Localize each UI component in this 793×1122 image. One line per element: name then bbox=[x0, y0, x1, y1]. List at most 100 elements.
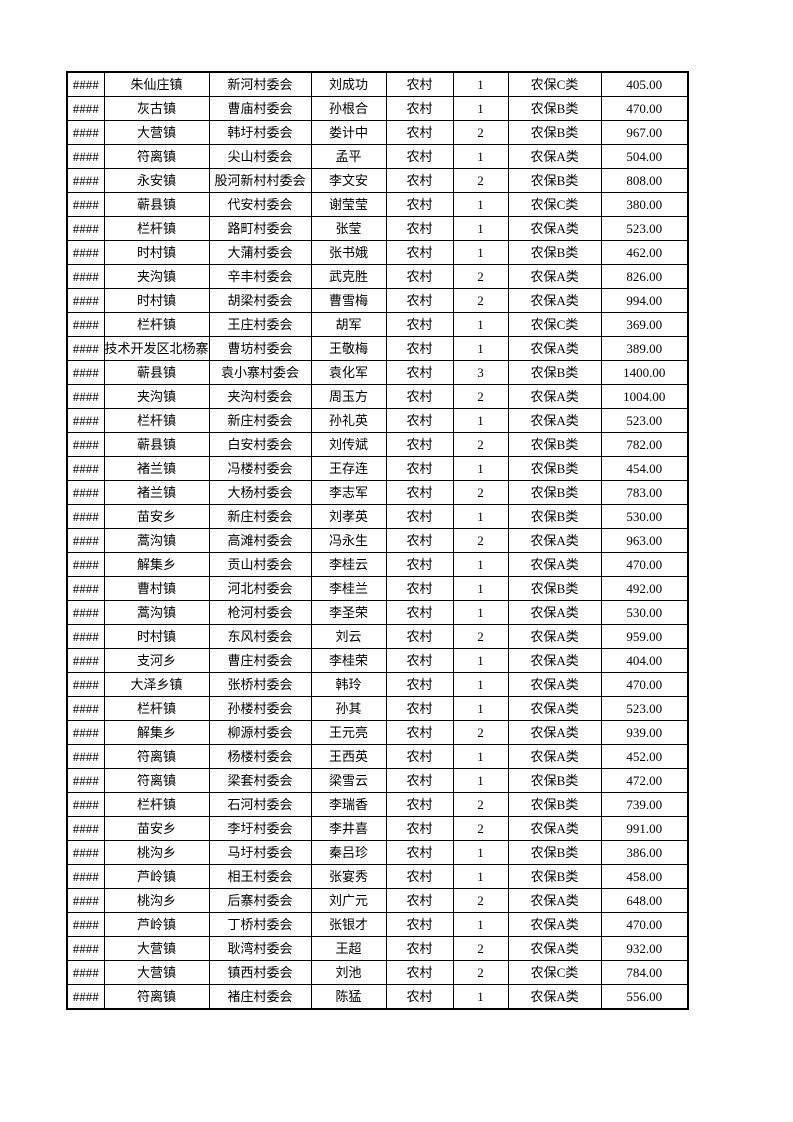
cell-area-type: 农村 bbox=[385, 984, 454, 1010]
cell-overflow-indicator: #### bbox=[66, 408, 105, 433]
cell-town: 灰古镇 bbox=[103, 96, 210, 121]
cell-town: 解集乡 bbox=[103, 720, 210, 745]
table-row: #### 大营镇 耿湾村委会 王超 农村 2 农保A类 932.00 bbox=[66, 936, 689, 961]
cell-insurance-category: 农保C类 bbox=[507, 192, 602, 217]
table-row: #### 支河乡 曹庄村委会 李桂荣 农村 1 农保A类 404.00 bbox=[66, 648, 689, 673]
cell-town: 蕲县镇 bbox=[103, 432, 210, 457]
cell-town: 符离镇 bbox=[103, 144, 210, 169]
cell-amount: 369.00 bbox=[600, 312, 689, 337]
table-row: #### 时村镇 胡梁村委会 曹雪梅 农村 2 农保A类 994.00 bbox=[66, 288, 689, 313]
cell-area-type: 农村 bbox=[385, 216, 454, 241]
cell-amount: 963.00 bbox=[600, 528, 689, 553]
cell-area-type: 农村 bbox=[385, 408, 454, 433]
cell-area-type: 农村 bbox=[385, 624, 454, 649]
cell-overflow-indicator: #### bbox=[66, 888, 105, 913]
cell-person-name: 李井喜 bbox=[310, 816, 387, 841]
cell-area-type: 农村 bbox=[385, 600, 454, 625]
cell-person-count: 1 bbox=[452, 864, 509, 889]
cell-person-name: 孙礼英 bbox=[310, 408, 387, 433]
cell-town: 技术开发区北杨寨 bbox=[103, 336, 210, 361]
cell-town: 桃沟乡 bbox=[103, 840, 210, 865]
cell-overflow-indicator: #### bbox=[66, 864, 105, 889]
cell-village-committee: 新庄村委会 bbox=[208, 408, 312, 433]
cell-person-count: 1 bbox=[452, 672, 509, 697]
cell-town: 苗安乡 bbox=[103, 504, 210, 529]
cell-person-count: 2 bbox=[452, 120, 509, 145]
cell-person-count: 3 bbox=[452, 360, 509, 385]
cell-town: 蕲县镇 bbox=[103, 360, 210, 385]
cell-insurance-category: 农保A类 bbox=[507, 384, 602, 409]
cell-village-committee: 路町村委会 bbox=[208, 216, 312, 241]
cell-person-count: 1 bbox=[452, 312, 509, 337]
cell-overflow-indicator: #### bbox=[66, 936, 105, 961]
cell-area-type: 农村 bbox=[385, 71, 454, 97]
cell-amount: 783.00 bbox=[600, 480, 689, 505]
cell-overflow-indicator: #### bbox=[66, 288, 105, 313]
cell-amount: 1400.00 bbox=[600, 360, 689, 385]
cell-person-count: 1 bbox=[452, 336, 509, 361]
cell-area-type: 农村 bbox=[385, 744, 454, 769]
cell-insurance-category: 农保A类 bbox=[507, 984, 602, 1010]
cell-person-count: 1 bbox=[452, 576, 509, 601]
cell-village-committee: 新河村委会 bbox=[208, 71, 312, 97]
cell-town: 芦岭镇 bbox=[103, 912, 210, 937]
cell-overflow-indicator: #### bbox=[66, 504, 105, 529]
cell-insurance-category: 农保B类 bbox=[507, 840, 602, 865]
cell-insurance-category: 农保B类 bbox=[507, 240, 602, 265]
cell-area-type: 农村 bbox=[385, 480, 454, 505]
table-row: #### 蒿沟镇 枪河村委会 李圣荣 农村 1 农保A类 530.00 bbox=[66, 600, 689, 625]
cell-person-name: 李圣荣 bbox=[310, 600, 387, 625]
cell-village-committee: 胡梁村委会 bbox=[208, 288, 312, 313]
table-row: #### 曹村镇 河北村委会 李桂兰 农村 1 农保B类 492.00 bbox=[66, 576, 689, 601]
cell-village-committee: 李圩村委会 bbox=[208, 816, 312, 841]
cell-person-name: 刘成功 bbox=[310, 71, 387, 97]
table-row: #### 栏杆镇 新庄村委会 孙礼英 农村 1 农保A类 523.00 bbox=[66, 408, 689, 433]
cell-person-name: 张银才 bbox=[310, 912, 387, 937]
cell-town: 栏杆镇 bbox=[103, 408, 210, 433]
table-row: #### 蕲县镇 代安村委会 谢莹莹 农村 1 农保C类 380.00 bbox=[66, 192, 689, 217]
cell-town: 曹村镇 bbox=[103, 576, 210, 601]
cell-amount: 959.00 bbox=[600, 624, 689, 649]
cell-area-type: 农村 bbox=[385, 792, 454, 817]
cell-town: 夹沟镇 bbox=[103, 384, 210, 409]
cell-amount: 782.00 bbox=[600, 432, 689, 457]
cell-overflow-indicator: #### bbox=[66, 528, 105, 553]
table-row: #### 蕲县镇 白安村委会 刘传斌 农村 2 农保B类 782.00 bbox=[66, 432, 689, 457]
cell-village-committee: 张桥村委会 bbox=[208, 672, 312, 697]
cell-area-type: 农村 bbox=[385, 168, 454, 193]
cell-overflow-indicator: #### bbox=[66, 192, 105, 217]
cell-overflow-indicator: #### bbox=[66, 360, 105, 385]
cell-person-count: 1 bbox=[452, 408, 509, 433]
cell-village-committee: 河北村委会 bbox=[208, 576, 312, 601]
cell-person-name: 冯永生 bbox=[310, 528, 387, 553]
table-row: #### 符离镇 褚庄村委会 陈猛 农村 1 农保A类 556.00 bbox=[66, 984, 689, 1010]
spreadsheet-table: #### 朱仙庄镇 新河村委会 刘成功 农村 1 农保C类 405.00 #### 灰古镇 曹庙村委… bbox=[66, 71, 690, 1010]
cell-person-name: 王超 bbox=[310, 936, 387, 961]
table-row: #### 苗安乡 李圩村委会 李井喜 农村 2 农保A类 991.00 bbox=[66, 816, 689, 841]
cell-insurance-category: 农保B类 bbox=[507, 360, 602, 385]
cell-town: 蒿沟镇 bbox=[103, 600, 210, 625]
cell-amount: 648.00 bbox=[600, 888, 689, 913]
cell-town: 褚兰镇 bbox=[103, 480, 210, 505]
cell-village-committee: 冯楼村委会 bbox=[208, 456, 312, 481]
cell-insurance-category: 农保A类 bbox=[507, 816, 602, 841]
cell-village-committee: 高滩村委会 bbox=[208, 528, 312, 553]
cell-insurance-category: 农保B类 bbox=[507, 576, 602, 601]
cell-overflow-indicator: #### bbox=[66, 144, 105, 169]
cell-insurance-category: 农保B类 bbox=[507, 768, 602, 793]
table-row: #### 夹沟镇 辛丰村委会 武克胜 农村 2 农保A类 826.00 bbox=[66, 264, 689, 289]
cell-person-name: 李桂云 bbox=[310, 552, 387, 577]
cell-person-name: 李志军 bbox=[310, 480, 387, 505]
cell-town: 芦岭镇 bbox=[103, 864, 210, 889]
cell-town: 大营镇 bbox=[103, 936, 210, 961]
cell-amount: 967.00 bbox=[600, 120, 689, 145]
cell-town: 朱仙庄镇 bbox=[103, 71, 210, 97]
cell-amount: 556.00 bbox=[600, 984, 689, 1010]
cell-overflow-indicator: #### bbox=[66, 984, 105, 1010]
cell-village-committee: 夹沟村委会 bbox=[208, 384, 312, 409]
cell-town: 褚兰镇 bbox=[103, 456, 210, 481]
cell-overflow-indicator: #### bbox=[66, 120, 105, 145]
cell-insurance-category: 农保A类 bbox=[507, 600, 602, 625]
cell-insurance-category: 农保B类 bbox=[507, 168, 602, 193]
cell-person-count: 1 bbox=[452, 71, 509, 97]
